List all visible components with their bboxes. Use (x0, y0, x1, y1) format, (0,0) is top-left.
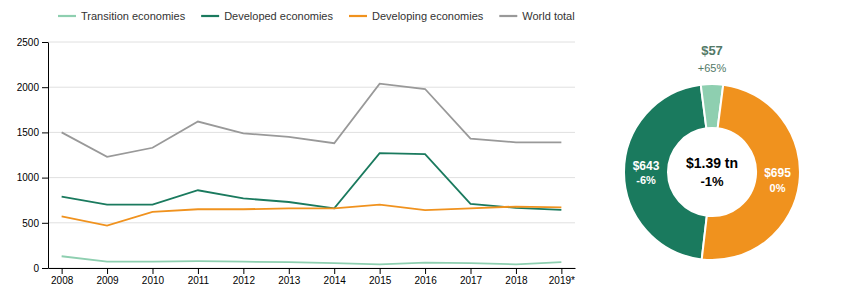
x-tick: 2008 (51, 268, 74, 286)
y-tick-mark (42, 178, 48, 179)
y-tick-label: 1000 (17, 172, 40, 183)
x-tick-mark (152, 268, 153, 274)
y-tick: 1000 (17, 172, 48, 183)
x-tick-label: 2011 (188, 275, 210, 286)
legend-label: Transition economies (81, 10, 186, 22)
donut-slice (624, 85, 707, 260)
x-tick: 2019* (549, 268, 575, 286)
y-tick-mark (42, 268, 48, 269)
x-tick-mark (243, 268, 244, 274)
legend-item: Transition economies (58, 10, 186, 22)
y-tick-mark (42, 223, 48, 224)
y-tick: 1500 (17, 127, 48, 138)
x-tick-mark (425, 268, 426, 274)
x-tick-mark (380, 268, 381, 274)
slice-change-label: 0% (770, 182, 786, 194)
x-tick: 2015 (369, 268, 392, 286)
x-tick-label: 2018 (505, 275, 528, 286)
x-tick: 2014 (324, 268, 347, 286)
x-tick-label: 2010 (142, 275, 165, 286)
x-tick-label: 2015 (369, 275, 392, 286)
y-tick: 500 (22, 218, 48, 229)
x-tick-mark (516, 268, 517, 274)
y-tick-label: 0 (33, 263, 39, 274)
legend: Transition economies Developed economies D… (58, 10, 575, 22)
x-tick-label: 2009 (96, 275, 119, 286)
grid-line (48, 268, 575, 269)
x-axis-line (49, 268, 576, 269)
y-tick-label: 500 (22, 218, 39, 229)
y-tick-mark (42, 42, 48, 43)
center-annotation: $1.39 tn (686, 155, 738, 171)
x-tick: 2017 (460, 268, 483, 286)
legend-label: Developing economies (372, 10, 484, 22)
series-line (62, 205, 562, 226)
legend-label: Developed economies (224, 10, 333, 22)
slice-change-label: -6% (636, 174, 656, 186)
legend-swatch (58, 15, 76, 17)
x-tick-mark (561, 268, 562, 274)
grid (48, 42, 575, 268)
x-tick: 2016 (414, 268, 437, 286)
x-axis: 2008 2009 2010 2011 2012 2013 2014 2015 2016 2017… (49, 268, 576, 286)
x-tick-label: 2012 (233, 275, 256, 286)
y-tick: 2000 (17, 82, 48, 93)
x-tick-label: 2017 (460, 275, 483, 286)
grid-line (48, 132, 575, 133)
y-axis-line (48, 43, 49, 269)
series-lines (62, 84, 562, 265)
x-tick-mark (198, 268, 199, 274)
slice-change-label: +65% (698, 62, 727, 74)
y-tick-label: 1500 (17, 127, 40, 138)
donut-slice (702, 85, 800, 260)
series-line (62, 256, 562, 264)
legend-item: Developing economies (349, 10, 484, 22)
x-tick-label: 2014 (324, 275, 347, 286)
center-annotation: -1% (700, 174, 724, 189)
grid-line (48, 177, 575, 178)
legend-swatch (499, 15, 517, 17)
y-tick-mark (42, 87, 48, 88)
y-tick: 2500 (17, 37, 48, 48)
x-tick: 2018 (505, 268, 528, 286)
x-tick-label: 2016 (414, 275, 437, 286)
donut-chart: $643-6% $57 +65% $695 0% $1.39 tn -1% (624, 43, 800, 260)
grid-line (48, 87, 575, 88)
center-annotations: $1.39 tn -1% (686, 155, 738, 189)
series-line (62, 153, 562, 210)
x-tick-mark (62, 268, 63, 274)
x-tick-label: 2019* (549, 275, 575, 286)
x-tick-label: 2013 (278, 275, 301, 286)
y-axis: 0 500 1000 1500 2000 2500 (17, 37, 49, 274)
x-tick: 2011 (188, 268, 210, 286)
x-tick: 2012 (233, 268, 256, 286)
x-tick-mark (107, 268, 108, 274)
legend-label: World total (522, 10, 574, 22)
x-tick: 2013 (278, 268, 301, 286)
legend-item: Developed economies (201, 10, 333, 22)
x-tick-label: 2008 (51, 275, 74, 286)
legend-swatch (349, 15, 367, 17)
slice-labels: $643-6% $57 +65% $695 0% (633, 43, 792, 194)
slice-value-label: $57 (701, 43, 723, 58)
y-tick-label: 2000 (17, 82, 40, 93)
y-tick: 0 (33, 263, 48, 274)
y-tick-label: 2500 (17, 37, 40, 48)
x-tick-mark (471, 268, 472, 274)
slice-value-label: $695 (764, 166, 791, 180)
x-tick-mark (334, 268, 335, 274)
legend-item: World total (499, 10, 574, 22)
x-tick: 2010 (142, 268, 165, 286)
grid-line (48, 42, 575, 43)
line-chart: 0 500 1000 1500 2000 2500 2008 2009 2010 2011 2012… (17, 37, 576, 286)
y-tick-mark (42, 132, 48, 133)
series-line (62, 84, 562, 157)
slice-value-label: $643 (633, 159, 660, 173)
chart-canvas: 0 500 1000 1500 2000 2500 2008 2009 2010 2011 2012… (0, 0, 850, 298)
x-tick: 2009 (96, 268, 119, 286)
slices (624, 84, 800, 260)
x-tick-mark (289, 268, 290, 274)
grid-line (48, 222, 575, 223)
legend-swatch (201, 15, 219, 17)
